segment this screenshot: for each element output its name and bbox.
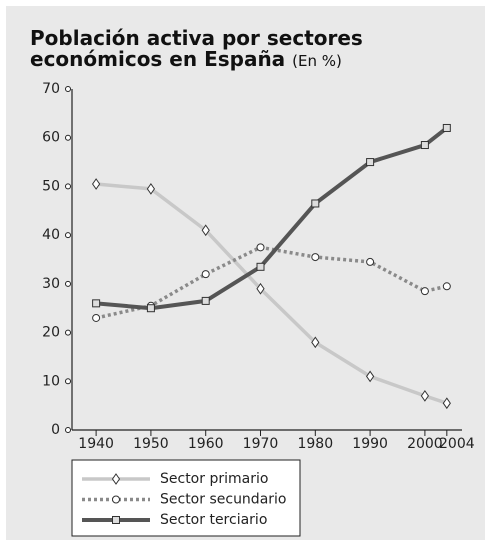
x-tick-label: 1940 [78, 436, 114, 452]
x-tick-label: 1990 [352, 436, 388, 452]
x-tick-label: 1970 [243, 436, 279, 452]
legend-label: Sector terciario [160, 512, 267, 528]
x-tick-label: 1980 [297, 436, 333, 452]
x-tick-label: 2000 [407, 436, 443, 452]
point [311, 199, 320, 208]
y-tick-label: 0 [51, 422, 60, 438]
legend-box [71, 459, 301, 537]
legend-marker [112, 516, 120, 524]
y-tick [65, 232, 71, 239]
y-tick-label: 40 [42, 227, 60, 243]
series-line [95, 182, 448, 405]
chart-title-block: Población activa por sectores económicos… [30, 28, 400, 72]
y-tick [65, 329, 71, 336]
y-tick [65, 427, 71, 433]
point [256, 262, 265, 271]
legend-marker [111, 473, 121, 485]
point [442, 397, 451, 410]
point [201, 270, 210, 279]
point [420, 390, 430, 402]
series-line [95, 245, 448, 320]
point [311, 253, 320, 262]
y-tick-label: 20 [42, 325, 60, 341]
point [92, 178, 101, 190]
y-tick [65, 378, 71, 385]
x-tick-label: 1960 [188, 436, 224, 452]
y-tick-label: 10 [42, 373, 60, 389]
y-tick [65, 280, 71, 287]
point [366, 158, 375, 167]
x-tick-label: 2004 [439, 436, 475, 452]
point [201, 296, 210, 305]
legend-label: Sector primario [160, 471, 268, 487]
x-tick-label: 1950 [133, 436, 169, 452]
point [146, 304, 155, 313]
y-tick-label: 70 [42, 81, 60, 97]
point [366, 257, 375, 266]
chart-subtitle: (En %) [292, 52, 342, 70]
point [442, 123, 451, 132]
series-line [95, 126, 449, 311]
chart-title: Población activa por sectores económicos… [30, 26, 363, 71]
y-tick-label: 50 [42, 178, 60, 194]
y-tick [65, 183, 71, 190]
point [420, 141, 429, 150]
y-tick [65, 134, 71, 141]
point [442, 282, 451, 291]
legend-marker [112, 495, 120, 504]
point [256, 243, 265, 252]
y-tick [65, 86, 71, 92]
point [256, 282, 265, 295]
point [146, 182, 156, 195]
point [311, 336, 320, 349]
y-tick-label: 60 [42, 130, 60, 146]
point [92, 299, 101, 308]
point [201, 224, 210, 237]
legend-label: Sector secundario [160, 492, 287, 508]
point [365, 370, 375, 383]
point [420, 287, 429, 296]
y-tick-label: 30 [42, 276, 60, 292]
point [92, 313, 101, 322]
